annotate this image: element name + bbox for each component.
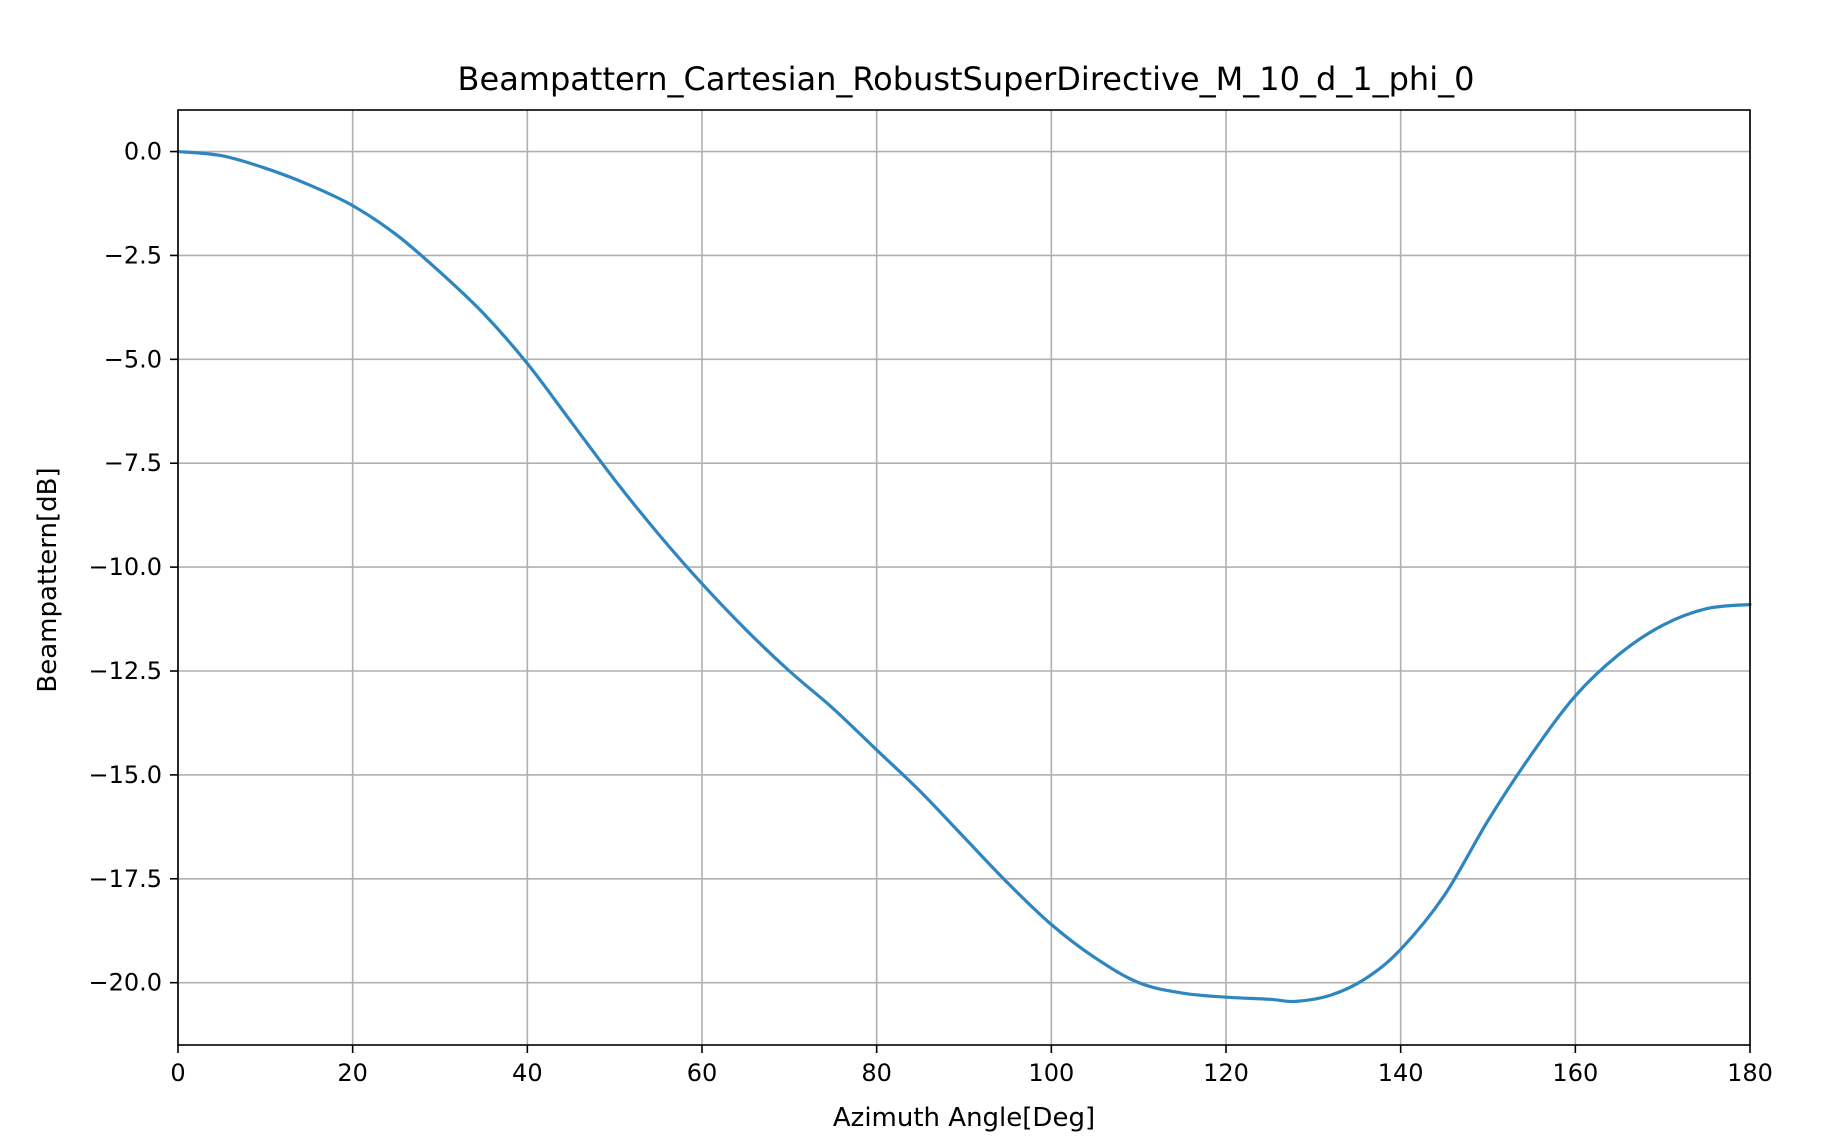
series-layer — [176, 149, 1752, 1004]
y-tick-label: −7.5 — [104, 449, 162, 477]
x-axis-label: Azimuth Angle[Deg] — [833, 1103, 1095, 1133]
y-tick-label: 0.0 — [124, 138, 162, 166]
y-tick-label: −20.0 — [88, 969, 162, 997]
y-tick-label: −17.5 — [88, 865, 162, 893]
x-tick-label: 60 — [687, 1059, 718, 1087]
chart-title: Beampattern_Cartesian_RobustSuperDirecti… — [458, 60, 1475, 98]
y-tick-label: −12.5 — [88, 657, 162, 685]
y-tick-label: −2.5 — [104, 241, 162, 269]
series-line — [176, 149, 1752, 1004]
x-tick-label: 100 — [1028, 1059, 1074, 1087]
x-tick-label: 160 — [1552, 1059, 1598, 1087]
x-tick-label: 140 — [1378, 1059, 1424, 1087]
y-tick-label: −10.0 — [88, 553, 162, 581]
x-axis: 0 20 40 60 80 100 120 140 160 180 — [170, 1045, 1773, 1087]
x-tick-label: 80 — [861, 1059, 892, 1087]
plot-frame — [177, 109, 1751, 1046]
x-tick-label: 120 — [1203, 1059, 1249, 1087]
y-tick-label: −15.0 — [88, 761, 162, 789]
x-tick-label: 180 — [1727, 1059, 1773, 1087]
y-axis: 0.0 −2.5 −5.0 −7.5 −10.0 −12.5 −15.0 −17.5 −20.0 — [88, 138, 178, 997]
x-tick-label: 0 — [170, 1059, 185, 1087]
y-tick-label: −5.0 — [104, 345, 162, 373]
x-tick-label: 40 — [512, 1059, 543, 1087]
y-axis-label: Beampattern[dB] — [33, 467, 63, 692]
x-tick-label: 20 — [337, 1059, 368, 1087]
